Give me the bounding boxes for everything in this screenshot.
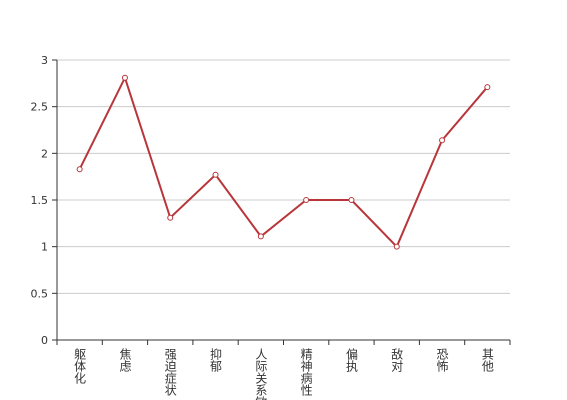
x-tick-label: 恐怖 <box>435 348 449 372</box>
x-tick-label: 精神病性 <box>299 348 313 397</box>
y-tick-label: 0 <box>41 334 48 347</box>
y-tick-label: 1.5 <box>31 194 49 207</box>
point <box>303 197 310 203</box>
y-tick-label: 2.5 <box>31 101 49 114</box>
point <box>439 137 446 144</box>
point <box>257 233 264 240</box>
x-tick-label: 人际关系敏感 <box>254 348 268 400</box>
point <box>484 84 491 91</box>
point <box>76 166 83 173</box>
point <box>167 214 174 221</box>
x-tick-label: 强迫症状 <box>163 348 177 396</box>
x-tick-label: 焦虑 <box>118 348 132 372</box>
x-tick-label: 躯体化 <box>73 347 87 385</box>
line <box>78 75 489 249</box>
y-tick-label: 2 <box>41 147 48 160</box>
point <box>121 74 128 81</box>
x-tick-label: 敌对 <box>390 347 404 372</box>
y-tick-label: 1 <box>41 241 48 254</box>
point <box>348 197 355 203</box>
y-tick-label: 0.5 <box>31 287 49 300</box>
point <box>393 243 400 250</box>
x-tick-label: 偏执 <box>344 347 358 373</box>
point <box>212 171 219 178</box>
x-tick-label: 抑郁 <box>209 347 223 373</box>
y-tick-label: 3 <box>41 54 48 67</box>
x-tick-label: 其他 <box>480 348 494 372</box>
